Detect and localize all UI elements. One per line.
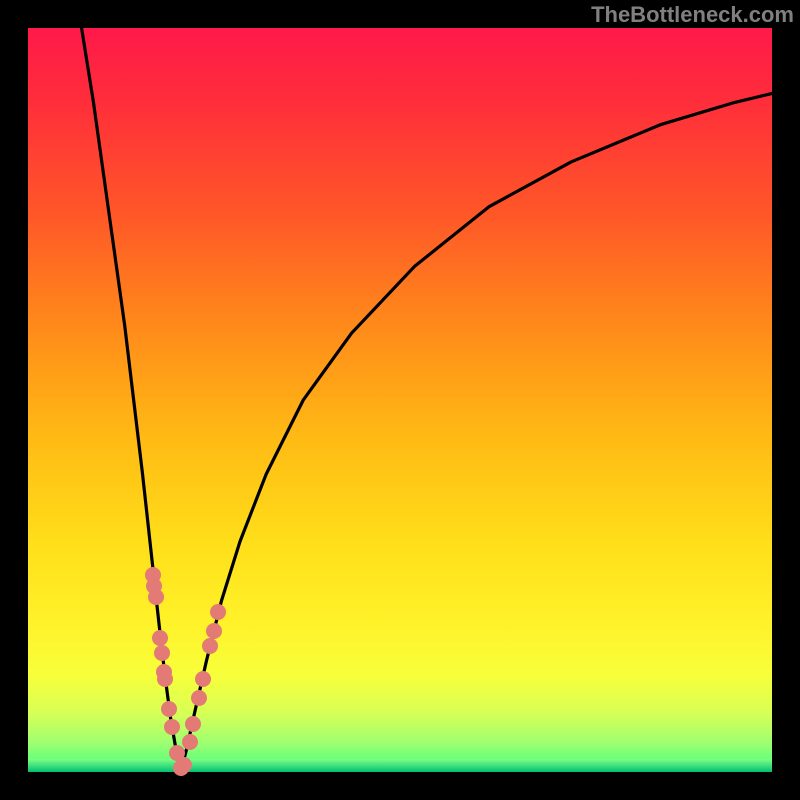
data-marker	[164, 719, 180, 735]
data-marker	[210, 604, 226, 620]
data-marker	[185, 716, 201, 732]
data-marker	[195, 671, 211, 687]
data-marker	[176, 757, 192, 773]
data-markers-layer	[28, 28, 772, 772]
data-marker	[154, 645, 170, 661]
data-marker	[146, 578, 162, 594]
data-marker	[202, 638, 218, 654]
plot-area	[28, 28, 772, 772]
data-marker	[152, 630, 168, 646]
data-marker	[206, 623, 222, 639]
data-marker	[191, 690, 207, 706]
watermark-text: TheBottleneck.com	[591, 2, 794, 28]
data-marker	[161, 701, 177, 717]
data-marker	[157, 671, 173, 687]
data-marker	[182, 734, 198, 750]
